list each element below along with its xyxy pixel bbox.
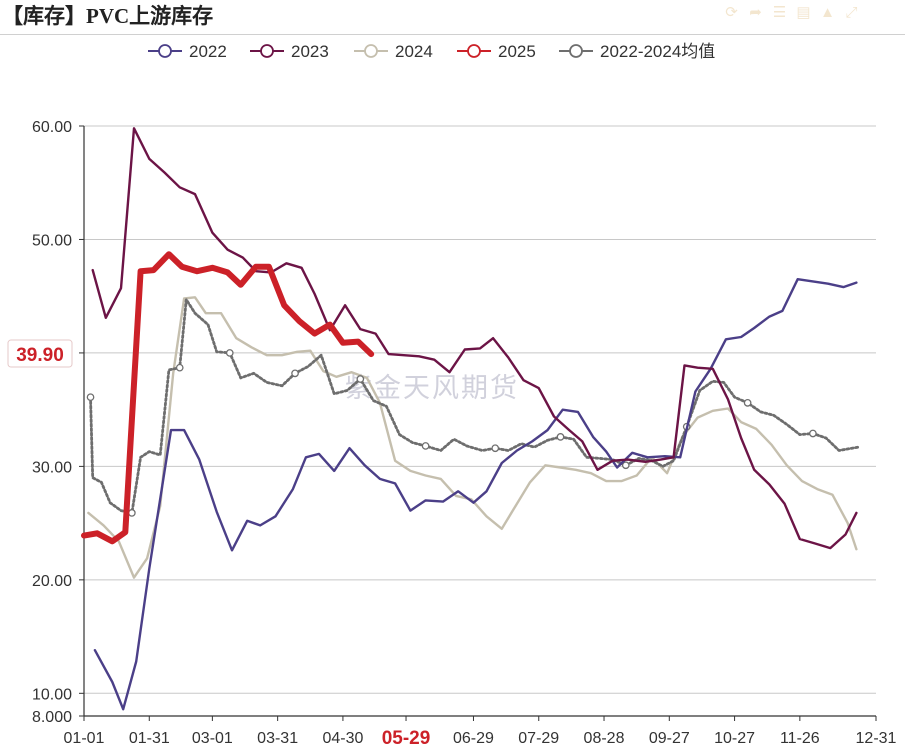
list-icon[interactable]: ☰: [772, 4, 787, 21]
data-point: [743, 398, 752, 407]
document-icon[interactable]: ▤: [796, 4, 811, 21]
legend-item: 2025: [457, 42, 536, 61]
data-point: [556, 433, 565, 441]
data-point: [356, 375, 365, 383]
x-tick-label: 08-28: [584, 730, 625, 747]
x-tick-label: 01-01: [64, 730, 105, 747]
data-point: [128, 509, 136, 517]
data-point: [175, 363, 184, 372]
legend-label: 2022: [189, 42, 227, 61]
expand-icon[interactable]: ⤢: [845, 4, 858, 21]
x-tick-label: 06-29: [453, 730, 494, 747]
data-point: [621, 461, 630, 470]
legend-item: 2023: [250, 42, 329, 61]
x-tick-label: 03-01: [192, 730, 233, 747]
share-icon[interactable]: ➦: [749, 4, 762, 21]
highlight-x-label: 05-29: [382, 728, 431, 749]
y-tick-label: 60.00: [32, 119, 72, 136]
axes: [83, 126, 876, 717]
series-lines: [81, 127, 860, 711]
series-line-2022: [93, 278, 858, 711]
callouts: 39.90 05-29: [7, 339, 441, 749]
y-tick-label: 50.00: [32, 232, 72, 249]
y-tick-label: 30.00: [32, 459, 72, 476]
x-tick-label: 12-31: [856, 730, 897, 747]
y-tick-label: 20.00: [32, 573, 72, 590]
y-tick-label: 8.000: [32, 709, 72, 726]
series-line-2025: [81, 251, 375, 545]
data-point: [421, 442, 430, 450]
legend-marker: [467, 44, 481, 58]
x-tick-label: 09-27: [649, 730, 690, 747]
data-point: [291, 369, 299, 378]
current-value-label: 39.90: [16, 345, 64, 366]
series-line-2023: [91, 127, 858, 550]
refresh-icon[interactable]: ⟳: [725, 4, 738, 21]
chart-toolbar: ⟳ ➦ ☰ ▤ ▲ ⤢: [722, 4, 861, 22]
legend-marker: [364, 44, 378, 58]
legend-marker: [260, 44, 274, 58]
bell-icon[interactable]: ▲: [820, 4, 835, 21]
x-axis-ticks: 01-01 01-31 03-01 03-31 04-30 05-29 06-29 07-29…: [64, 716, 897, 747]
legend-label: 2022-2024均值: [600, 42, 715, 61]
highlight-x-badge: [372, 724, 441, 749]
data-point: [491, 444, 500, 453]
x-tick-label: 01-31: [129, 730, 170, 747]
legend: 2022 2023 2024 2025 2022-2024均值: [148, 42, 715, 61]
x-tick-label: 10-27: [714, 730, 755, 747]
series-line-2024: [87, 296, 858, 579]
data-point: [809, 429, 817, 438]
y-tick-label: 10.00: [32, 686, 72, 703]
legend-label: 2025: [498, 42, 536, 61]
x-tick-label: 04-30: [322, 730, 363, 747]
current-value-badge: [7, 339, 73, 368]
legend-marker: [158, 44, 172, 58]
x-tick-label: 07-29: [518, 730, 559, 747]
title-divider: [0, 34, 905, 35]
legend-marker: [569, 44, 583, 58]
series-line-2022-2024均值: [89, 298, 860, 515]
x-tick-label: 03-31: [257, 730, 298, 747]
chart-title: 【库存】PVC上游库存: [2, 4, 214, 28]
data-point: [86, 393, 95, 402]
legend-label: 2024: [395, 42, 433, 61]
legend-item: 2022: [148, 42, 227, 61]
legend-label: 2023: [291, 42, 329, 61]
legend-item: 2024: [354, 42, 433, 61]
data-point: [225, 349, 234, 357]
x-tick-label: 11-26: [780, 730, 820, 747]
legend-item: 2022-2024均值: [559, 42, 715, 61]
